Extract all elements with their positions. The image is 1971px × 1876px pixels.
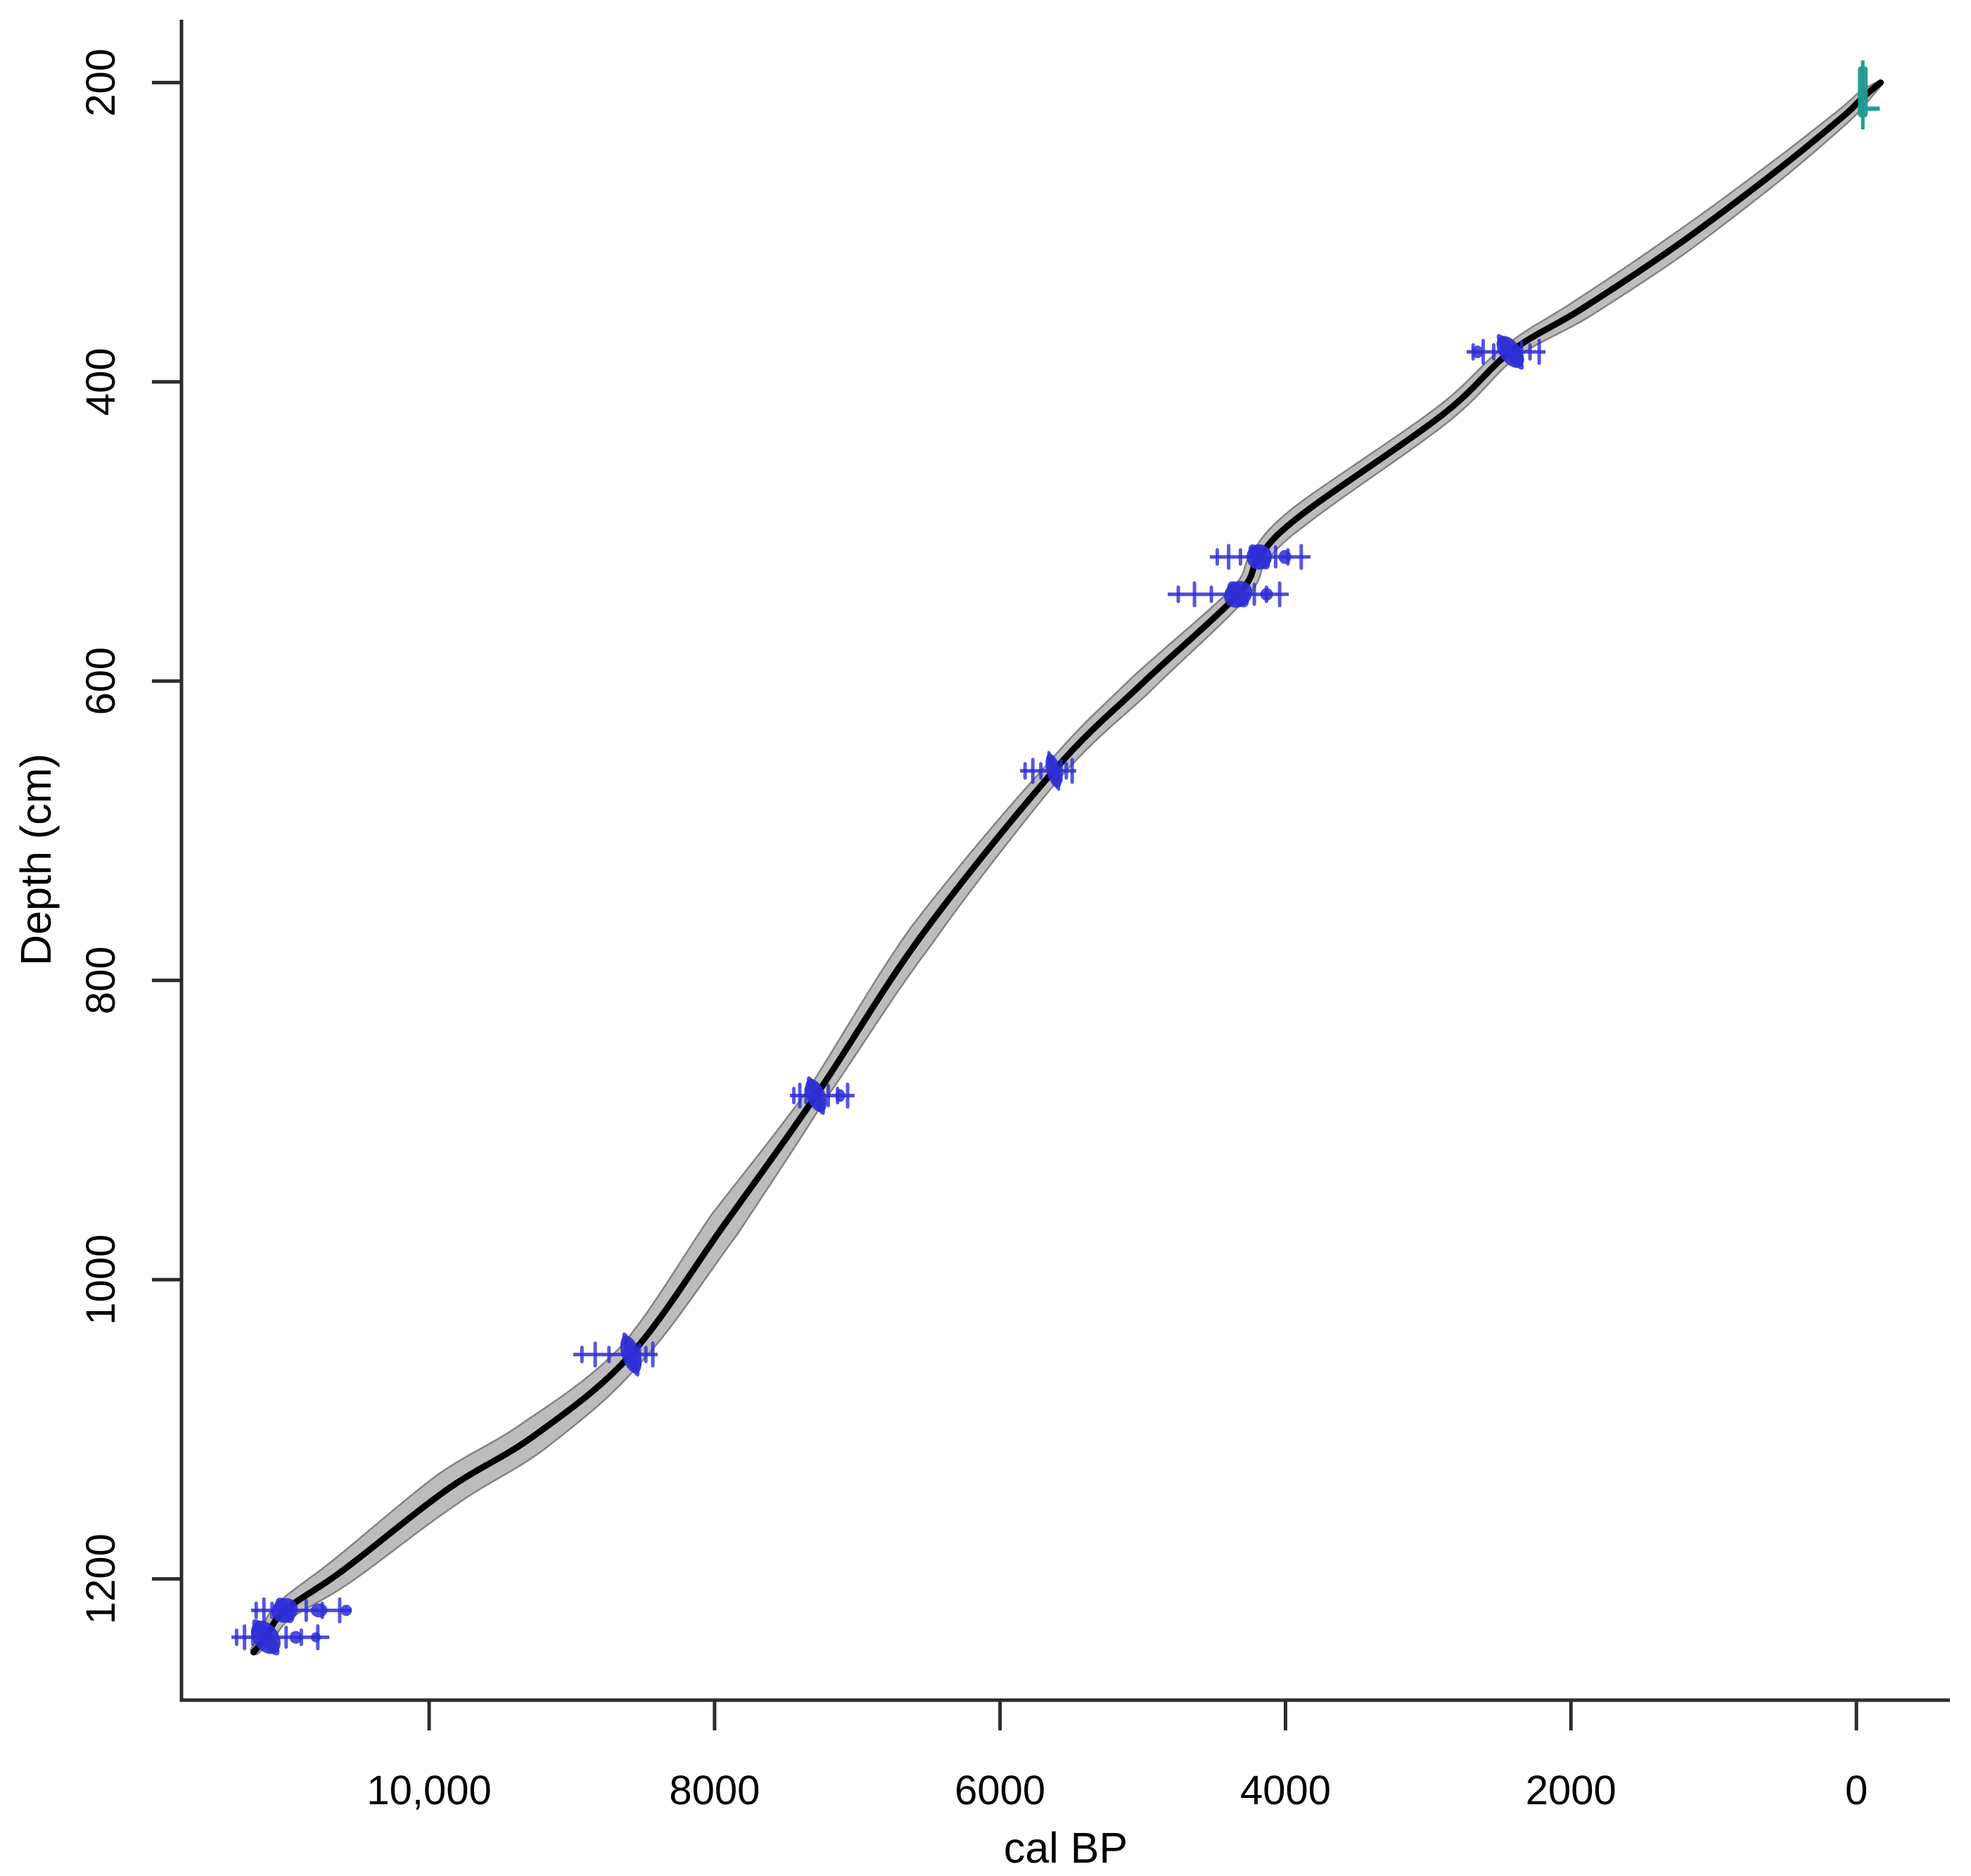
date-density-lump xyxy=(1260,587,1273,601)
date-density-lump xyxy=(835,1089,846,1102)
date-density-lump xyxy=(1472,345,1484,359)
date-density-lump xyxy=(1278,549,1291,564)
plot-layer xyxy=(231,60,1884,1656)
surface-date-bar xyxy=(1858,65,1868,118)
calibrated-date-marker xyxy=(1168,580,1289,608)
date-density-blob-core xyxy=(807,1076,825,1116)
y-axis-ticks: 200 400 600 800 1000 1200 xyxy=(78,49,181,1624)
y-axis-title: Depth (cm) xyxy=(12,753,60,966)
x-tick-label: 0 xyxy=(1845,1768,1868,1813)
y-tick-label: 1000 xyxy=(78,1234,124,1325)
date-density-lump xyxy=(289,1631,302,1644)
y-tick-label: 200 xyxy=(78,49,124,117)
date-density-blob-core xyxy=(622,1332,640,1377)
calibrated-date-marker xyxy=(231,1619,330,1656)
surface-date-marker xyxy=(1858,60,1880,130)
date-density-blob-core xyxy=(252,1619,280,1656)
confidence-envelope xyxy=(250,79,1883,1656)
calibrated-date-marker xyxy=(573,1332,658,1377)
x-tick-label: 6000 xyxy=(955,1768,1045,1813)
y-tick-label: 400 xyxy=(78,347,124,416)
x-axis-ticks: 10,000 8000 6000 4000 2000 0 xyxy=(366,1700,1868,1813)
date-density-lump xyxy=(310,1632,321,1642)
axis-layer: 10,000 8000 6000 4000 2000 0 200 400 600 800 1000… xyxy=(12,20,1950,1872)
date-density-blob-core xyxy=(1248,544,1270,570)
x-tick-label: 8000 xyxy=(669,1768,760,1813)
y-tick-label: 1200 xyxy=(78,1533,124,1624)
calibrated-date-marker xyxy=(789,1076,855,1116)
y-tick-label: 800 xyxy=(78,946,124,1014)
calibrated-date-marker xyxy=(251,1597,352,1623)
date-density-blob-core xyxy=(1496,333,1524,370)
x-axis-title: cal BP xyxy=(1004,1824,1128,1872)
date-density-blob-core xyxy=(275,1597,295,1623)
calibrated-date-marker xyxy=(1209,544,1310,570)
calibrated-date-marker xyxy=(1020,751,1077,791)
date-density-lump xyxy=(310,1603,328,1618)
x-tick-label: 10,000 xyxy=(366,1768,491,1813)
date-density-blob-core xyxy=(1227,581,1249,608)
calibrated-date-marker xyxy=(1466,333,1546,370)
model-curve xyxy=(250,79,1884,1656)
x-tick-label: 4000 xyxy=(1240,1768,1331,1813)
date-density-lump xyxy=(340,1604,352,1616)
y-tick-label: 600 xyxy=(78,647,124,715)
x-tick-label: 2000 xyxy=(1526,1768,1616,1813)
date-density-blob-core xyxy=(1047,751,1061,791)
